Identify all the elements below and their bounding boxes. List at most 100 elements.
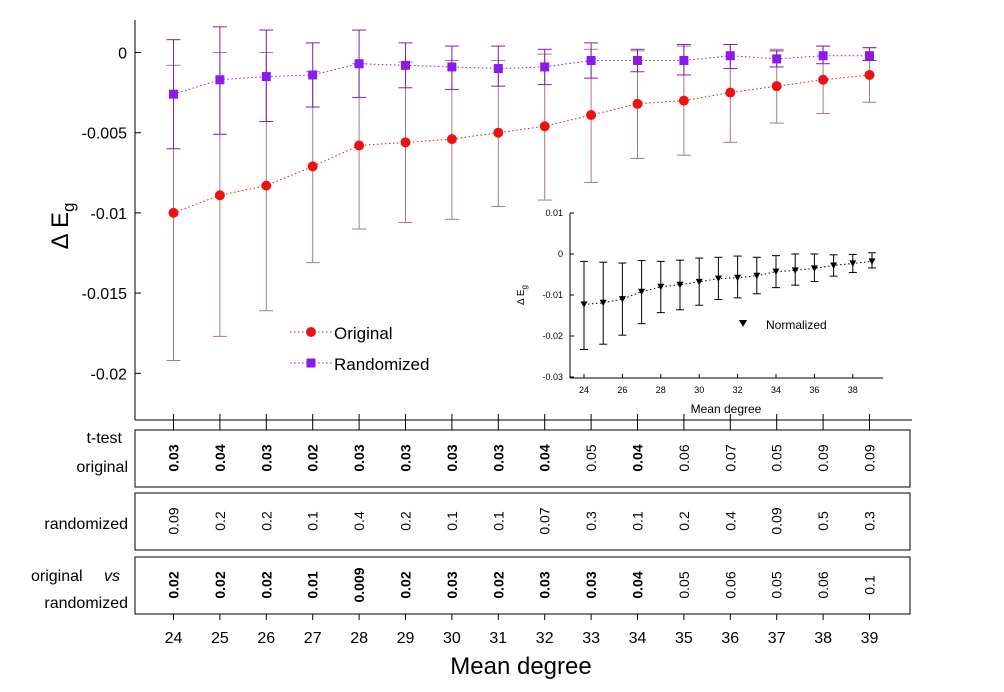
data-point [818, 51, 828, 61]
data-point [633, 56, 642, 66]
table-cell: 0.05 [676, 571, 692, 598]
table-cell: 0.01 [305, 571, 321, 598]
data-point [214, 190, 225, 201]
legend: Original Randomized [290, 324, 429, 374]
table-cell: 0.06 [676, 444, 692, 471]
inset-data-point [714, 275, 722, 283]
table-cell: 0.05 [583, 444, 599, 471]
table-cell: 0.02 [166, 571, 182, 598]
table-cell: 0.2 [212, 511, 228, 531]
data-point [400, 137, 411, 148]
table-cell: 0.02 [258, 571, 274, 598]
main-plot: 0 -0.005 -0.01 -0.015 -0.02 Δ Eg Original Ra… [47, 20, 912, 421]
table-cell: 0.03 [490, 444, 506, 471]
bottom-x-tick-label: 36 [721, 630, 739, 647]
row-label-ttest: t-test [86, 430, 122, 447]
data-point [586, 56, 596, 66]
table-cell: 0.2 [676, 511, 692, 531]
table-cell: 0.09 [769, 507, 785, 534]
table-cell: 0.3 [862, 511, 878, 531]
bottom-x-tick-label: 30 [443, 630, 461, 647]
table-cell: 0.1 [490, 511, 506, 531]
table-cell: 0.02 [212, 571, 228, 598]
table-cell: 0.02 [305, 444, 321, 471]
inset-x-tick-label: 26 [617, 385, 627, 395]
data-point [725, 87, 736, 98]
inset-legend-marker [739, 320, 747, 327]
inset-data-point [810, 265, 818, 272]
table-cell: 0.03 [258, 444, 274, 471]
inset-series-line [583, 260, 873, 305]
data-point [308, 70, 318, 80]
table-cell: 0.03 [398, 444, 414, 471]
inset-y-tick-label: -0.03 [542, 372, 563, 382]
bottom-x-tick-label: 25 [211, 630, 229, 647]
data-point [678, 95, 689, 106]
table-cell: 0.2 [398, 511, 414, 531]
main-y-label: Δ Eg [47, 203, 78, 250]
row-label-original: original [76, 459, 128, 476]
table-row-box-vs [134, 556, 911, 615]
data-point [771, 81, 782, 92]
bottom-x-tick-label: 28 [350, 630, 368, 647]
ttest-table: t-test original randomized original vs r… [31, 420, 911, 680]
inset-data-point [791, 267, 799, 274]
table-cell: 0.09 [815, 444, 831, 471]
data-point [540, 62, 550, 72]
inset-y-tick-label: -0.02 [542, 331, 563, 341]
table-cell: 0.06 [722, 571, 738, 598]
table-cell: 0.1 [862, 575, 878, 595]
table-cell: 0.04 [212, 444, 228, 471]
main-y-tick-label: -0.01 [91, 206, 128, 223]
main-y-tick-label: -0.005 [82, 126, 127, 143]
bottom-x-tick-label: 26 [257, 630, 275, 647]
inset-x-tick-label: 34 [771, 385, 781, 395]
bottom-x-tick-label: 33 [582, 630, 600, 647]
inset-data-point [695, 278, 703, 286]
data-point [215, 75, 225, 85]
data-point [169, 89, 178, 99]
bottom-x-tick-label: 29 [397, 630, 415, 647]
table-row-box-randomized [134, 492, 911, 551]
bottom-x-tick-label: 24 [165, 630, 183, 647]
series-line [173, 55, 870, 95]
table-cell: 0.03 [351, 444, 367, 471]
inset-data-point [868, 258, 876, 265]
inset-x-tick-label: 24 [579, 385, 589, 395]
table-cell: 0.02 [398, 571, 414, 598]
table-cell: 0.4 [722, 511, 738, 531]
bottom-x-tick-label: 32 [536, 630, 554, 647]
table-cell: 0.03 [537, 571, 553, 598]
data-point [539, 121, 550, 132]
table-cell: 0.5 [815, 511, 831, 531]
bottom-x-tick-label: 35 [675, 630, 693, 647]
legend-randomized-marker [306, 358, 316, 368]
legend-original-label: Original [334, 324, 393, 343]
inset-x-tick-label: 30 [694, 385, 704, 395]
table-cell: 0.1 [305, 511, 321, 531]
inset-data-point [657, 283, 665, 291]
data-point [354, 140, 365, 151]
inset-x-tick-label: 32 [733, 385, 743, 395]
main-y-tick-label: -0.015 [82, 286, 127, 303]
inset-x-tick-label: 28 [656, 385, 666, 395]
table-cell: 0.1 [444, 511, 460, 531]
table-cell: 0.06 [815, 571, 831, 598]
table-cell: 0.04 [537, 444, 553, 471]
bottom-x-label: Mean degree [450, 653, 591, 680]
inset-data-point [638, 288, 646, 296]
inset-data-point [618, 296, 626, 303]
data-point [679, 56, 689, 66]
table-cell: 0.03 [166, 444, 182, 471]
main-y-tick-label: -0.02 [91, 366, 128, 383]
inset-data-point [849, 260, 857, 267]
bottom-x-tick-label: 38 [814, 630, 832, 647]
table-cell: 0.09 [166, 507, 182, 534]
inset-data-point [580, 301, 588, 308]
table-cell: 0.009 [351, 567, 367, 602]
data-point [725, 51, 735, 61]
data-point [493, 127, 504, 138]
inset-data-point [599, 299, 607, 307]
table-cell: 0.3 [583, 511, 599, 531]
